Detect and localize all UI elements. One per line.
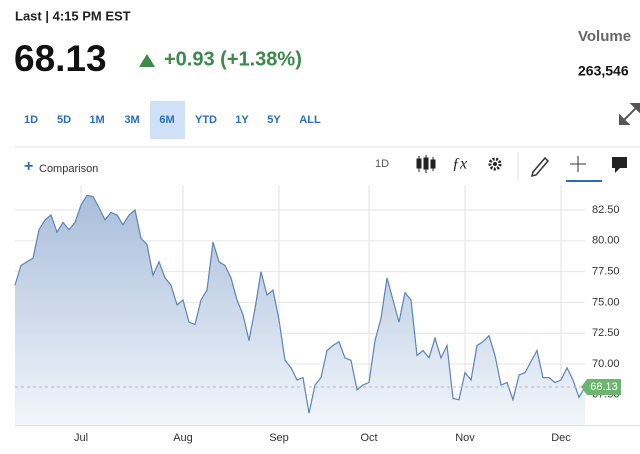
status: Last | 4:15 PM EST <box>15 8 131 23</box>
studies-icon[interactable]: ƒx <box>452 156 467 173</box>
last-price-badge: 68.13 <box>581 379 621 396</box>
draw-icon[interactable] <box>530 156 550 178</box>
comparison-label: Comparison <box>39 163 98 175</box>
volume-label: Volume <box>578 28 631 45</box>
up-arrow <box>139 54 155 67</box>
settings-icon[interactable] <box>488 157 502 171</box>
range-button[interactable]: 6M <box>150 101 185 139</box>
range-label: ALL <box>299 114 321 126</box>
range-button[interactable]: 5D <box>57 114 71 126</box>
y-tick-label: 72.50 <box>592 327 620 339</box>
x-tick-label: Sep <box>269 432 289 444</box>
range-button[interactable]: ALL <box>299 114 321 126</box>
range-button[interactable]: 1M <box>89 114 104 126</box>
range-label: 5D <box>57 114 71 126</box>
y-tick-label: 75.00 <box>592 296 620 308</box>
change: +0.93 (+1.38%) <box>164 48 302 70</box>
range-label: YTD <box>195 114 217 126</box>
interval[interactable]: 1D <box>375 158 389 170</box>
plus-icon: + <box>24 158 33 175</box>
range-button[interactable]: 5Y <box>267 114 281 126</box>
range-bar: 1D 5D 1M 3M 6M YTD 1Y 5Y ALL <box>24 101 321 139</box>
range-label: 6M <box>159 114 174 126</box>
badge-shape <box>581 379 621 396</box>
events-icon[interactable] <box>612 157 627 173</box>
range-label: 5Y <box>267 114 281 126</box>
y-tick-label: 77.50 <box>592 266 620 278</box>
range-label: 1D <box>24 114 38 126</box>
y-tick-label: 80.00 <box>592 235 620 247</box>
x-tick-label: Oct <box>360 432 377 444</box>
x-tick-label: Nov <box>455 432 475 444</box>
crosshair-icon[interactable] <box>570 156 586 172</box>
range-button[interactable]: 1Y <box>235 114 249 126</box>
y-tick-label: 82.50 <box>592 204 620 216</box>
range-label: 1Y <box>235 114 249 126</box>
range-label: 1M <box>89 114 104 126</box>
range-active-bg <box>150 101 185 139</box>
candle-icon[interactable] <box>416 155 436 173</box>
y-tick-label: 70.00 <box>592 358 620 370</box>
x-tick-label: Jul <box>74 432 88 444</box>
x-tick-label: Dec <box>551 432 571 444</box>
plot: JulAugSepOctNovDec67.5070.0072.5075.0077… <box>14 185 640 444</box>
price-line <box>14 194 586 414</box>
range-button[interactable]: 3M <box>124 114 139 126</box>
range-button[interactable]: YTD <box>195 114 217 126</box>
range-button[interactable]: 1D <box>24 114 38 126</box>
range-label: 3M <box>124 114 139 126</box>
price: 68.13 <box>14 38 107 79</box>
comparison-button[interactable]: + Comparison <box>24 158 98 175</box>
x-tick-label: Aug <box>173 432 193 444</box>
expand-icon[interactable] <box>619 103 640 125</box>
volume: 263,546 <box>578 63 629 79</box>
badge-label: 68.13 <box>590 381 618 393</box>
area-fill <box>15 195 585 426</box>
